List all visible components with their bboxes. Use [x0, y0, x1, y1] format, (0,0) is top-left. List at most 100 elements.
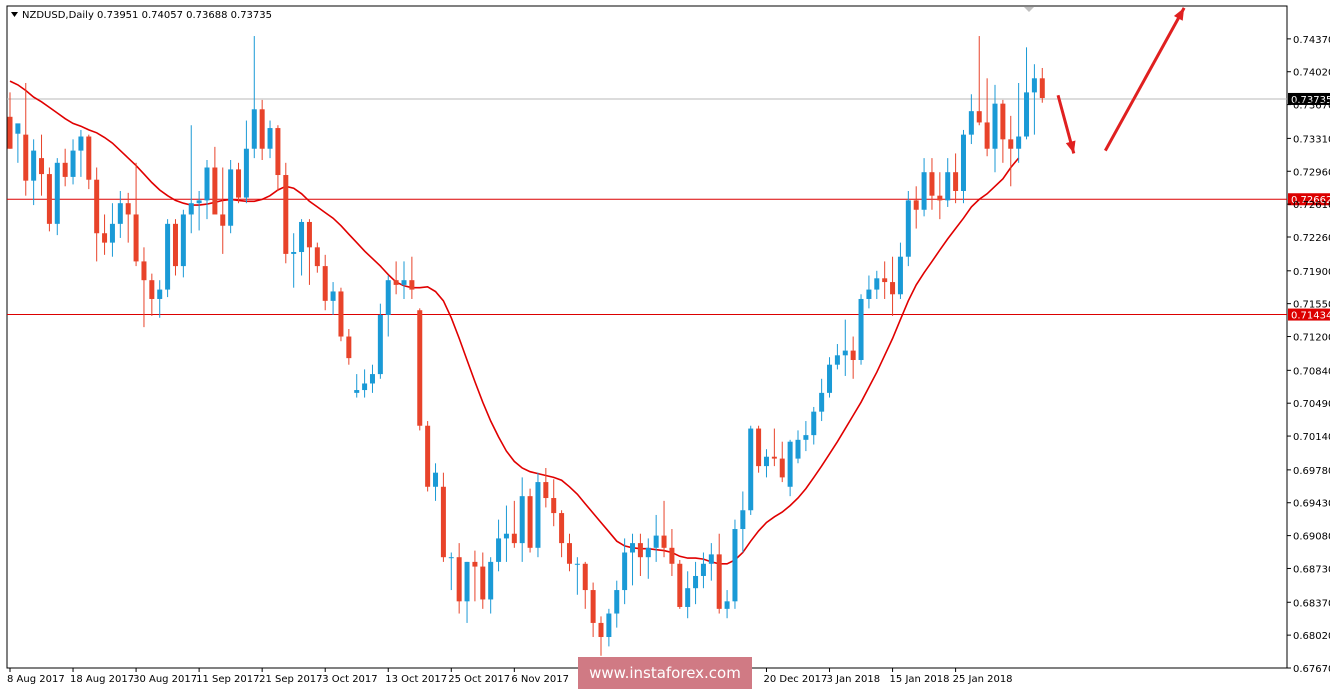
candle-body: [338, 291, 344, 337]
chart-title: NZDUSD,Daily 0.73951 0.74057 0.73688 0.7…: [22, 10, 272, 21]
arrow-head-icon: [1065, 140, 1076, 154]
candle-body: [708, 554, 714, 564]
candle-body: [976, 111, 982, 123]
candle-body: [669, 547, 675, 564]
candle-body: [385, 280, 391, 315]
arrow-shaft: [1104, 7, 1186, 152]
x-tick-label: 11 Sep 2017: [196, 674, 259, 685]
candle-body: [157, 289, 163, 299]
candle-body: [204, 167, 210, 201]
candle-body: [787, 441, 793, 487]
x-tick-label: 6 Nov 2017: [511, 674, 569, 685]
candle-body: [700, 563, 706, 576]
candle-body: [1008, 139, 1014, 149]
candle-body: [890, 282, 896, 295]
arrow-head-icon: [1173, 7, 1185, 21]
candle-body: [267, 128, 273, 149]
x-tick-label: 3 Oct 2017: [322, 674, 377, 685]
menu-triangle-icon[interactable]: [11, 12, 18, 17]
candle-body: [897, 256, 903, 295]
candle-body: [503, 533, 509, 539]
candle-body: [992, 103, 998, 149]
candle-body: [39, 158, 45, 175]
candle-body: [685, 588, 691, 607]
candle-body: [937, 195, 943, 201]
candle-body: [630, 543, 636, 553]
candle-body: [842, 350, 848, 356]
candle-body: [582, 563, 588, 591]
candle-body: [763, 456, 769, 467]
candle-body: [401, 280, 407, 285]
candle-body: [779, 458, 785, 478]
candle-body: [551, 498, 557, 514]
candle-body: [243, 148, 249, 198]
candle-body: [1000, 103, 1006, 140]
candle-body: [771, 456, 777, 459]
candle-body: [456, 557, 462, 602]
x-tick-label: 13 Oct 2017: [385, 674, 447, 685]
candle-body: [496, 538, 502, 562]
candle-body: [125, 203, 131, 215]
candle-body: [661, 535, 667, 548]
candle-body: [858, 298, 864, 361]
candle-body: [149, 280, 155, 299]
candle-body: [1031, 78, 1037, 93]
candle-body: [94, 179, 100, 234]
candles: [7, 36, 1045, 656]
candle-body: [393, 280, 399, 285]
candle-body: [913, 200, 919, 210]
candle-body: [448, 557, 454, 559]
candle-body: [180, 214, 186, 267]
candle-body: [472, 561, 478, 567]
candle-body: [228, 169, 234, 226]
candle-body: [369, 374, 375, 384]
candle-body: [172, 223, 178, 267]
candle-body: [756, 428, 762, 467]
candle-body: [866, 289, 872, 299]
candle-body: [968, 111, 974, 135]
watermark: www.instaforex.com: [578, 657, 752, 689]
candle-body: [488, 561, 494, 600]
candle-body: [598, 622, 604, 638]
x-tick-label: 3 Jan 2018: [827, 674, 881, 685]
x-tick-label: 18 Aug 2017: [70, 674, 134, 685]
candle-body: [433, 472, 439, 487]
candle-body: [62, 162, 68, 177]
y-tick-label: 0.67670: [1293, 664, 1330, 675]
candle-body: [86, 136, 92, 180]
scroll-marker-icon[interactable]: [1024, 7, 1034, 12]
candle-body: [480, 566, 486, 600]
candle-body: [645, 547, 651, 558]
candle-body: [188, 203, 194, 215]
candle-body: [929, 172, 935, 196]
candle-body: [716, 554, 722, 609]
candle-body: [874, 278, 880, 290]
candle-body: [23, 134, 29, 181]
candle-body: [905, 200, 911, 257]
candle-body: [819, 392, 825, 412]
candle-body: [117, 203, 123, 224]
candle-body: [535, 482, 541, 548]
candle-body: [440, 486, 446, 558]
candle-body: [141, 261, 147, 281]
candle-body: [811, 411, 817, 436]
level-label: 0.73735: [1291, 95, 1330, 106]
candle-body: [109, 223, 115, 243]
candle-body: [102, 233, 108, 243]
candle-body: [31, 150, 37, 181]
candle-body: [622, 552, 628, 591]
candle-body: [834, 355, 840, 365]
candle-body: [15, 123, 21, 134]
moving-average: [9, 80, 1020, 565]
candle-body: [693, 575, 699, 589]
